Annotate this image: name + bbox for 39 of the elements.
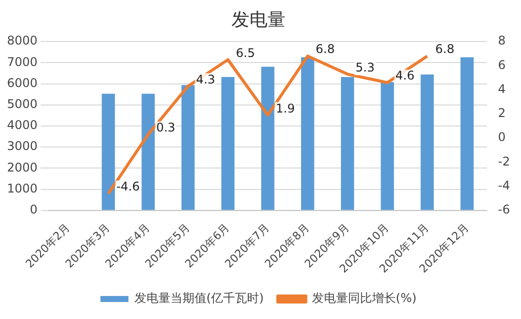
bar (460, 57, 474, 210)
chart-title: 发电量 (232, 9, 286, 30)
y-tick-label: 2000 (6, 160, 38, 174)
data-label: 4.6 (395, 68, 414, 83)
data-label: 5.3 (356, 60, 375, 74)
y-tick-label: 4000 (6, 118, 38, 132)
bar (221, 77, 234, 210)
y2-tick-label: -6 (498, 202, 510, 217)
data-label: -4.6 (116, 180, 140, 194)
y-tick-label: 7000 (6, 54, 38, 69)
data-label: 0.3 (156, 120, 176, 135)
data-label: 6.8 (316, 42, 335, 56)
y2-tick-label: -4 (498, 178, 510, 192)
y-tick-label: 5000 (6, 97, 38, 112)
bar (380, 82, 394, 210)
y2-tick-label: 8 (498, 34, 506, 48)
bar (261, 66, 274, 210)
y2-tick-label: 6 (498, 58, 506, 72)
bar (142, 94, 155, 210)
bar (420, 74, 434, 210)
data-label: 4.3 (196, 72, 216, 86)
y-tick-label: 1000 (6, 181, 38, 196)
bar (102, 94, 115, 210)
y2-tick-label: -2 (498, 154, 510, 168)
y-tick-label: 3000 (6, 139, 38, 154)
bar (340, 77, 354, 210)
legend-label: 发电量当期值(亿千瓦时) (134, 291, 264, 306)
y2-tick-label: 2 (498, 106, 506, 120)
data-label: 1.9 (276, 101, 295, 116)
data-label: 6.5 (236, 46, 256, 60)
bar (181, 85, 195, 210)
y2-tick-label: 4 (498, 82, 506, 96)
y2-tick-label: 0 (498, 130, 506, 144)
data-label: 6.8 (435, 42, 454, 56)
y-tick-label: 8000 (6, 34, 38, 48)
bar (301, 57, 314, 210)
y-tick-label: 0 (30, 202, 38, 217)
legend-label: 发电量同比增长(%) (312, 291, 417, 306)
y-tick-label: 6000 (6, 76, 38, 90)
